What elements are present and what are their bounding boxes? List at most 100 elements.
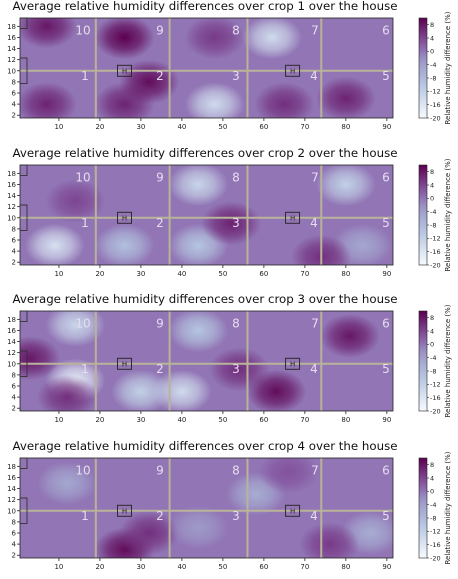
heater-label: H (290, 67, 295, 75)
zone-label: 1 (81, 509, 89, 523)
colorbar-tick-label: -16 (430, 541, 441, 549)
zone-label: 3 (232, 216, 240, 230)
zone-label: 1 (81, 69, 89, 83)
humidity-blob (254, 82, 315, 118)
colorbar-label: Relative humidity difference (%) (444, 11, 452, 124)
y-tick-label: 12 (7, 349, 16, 357)
colorbar-tick-label: 0 (430, 341, 434, 349)
colorbar-tick-label: 8 (430, 168, 434, 176)
x-tick-label: 50 (218, 123, 227, 131)
heater-label: H (122, 507, 127, 515)
heater-box (285, 211, 301, 224)
colorbar-tick-label: 8 (430, 314, 434, 322)
zone-label: 7 (311, 463, 319, 477)
door-marker (20, 497, 28, 525)
colorbar-tick-label: -12 (430, 381, 441, 389)
heater-label: H (122, 214, 127, 222)
humidity-blob (45, 311, 106, 347)
y-tick-label: 2 (12, 112, 16, 120)
y-tick-label: 14 (7, 485, 16, 493)
colorbar-tick-label: -8 (430, 367, 436, 375)
plot-frame (19, 457, 394, 559)
zone-label: 6 (382, 23, 390, 37)
x-tick-label: 70 (300, 270, 309, 278)
door-marker (20, 57, 28, 85)
y-tick-label: 10 (7, 360, 16, 368)
y-tick-label: 16 (7, 327, 16, 335)
zone-label: 9 (156, 170, 164, 184)
colorbar-tick-label: 0 (430, 48, 434, 56)
x-tick-label: 50 (218, 416, 227, 424)
zone-label: 10 (75, 316, 90, 330)
heater-label: H (122, 360, 127, 368)
x-tick-label: 90 (382, 123, 391, 131)
zone-label: 5 (382, 216, 390, 230)
colorbar-tick-label: 8 (430, 461, 434, 469)
x-tick-label: 90 (382, 270, 391, 278)
humidity-blob (168, 165, 229, 207)
x-tick-label: 20 (95, 563, 104, 571)
y-tick-label: 4 (12, 394, 17, 402)
y-tick-label: 6 (12, 237, 17, 245)
door-marker (20, 164, 28, 177)
door-marker (20, 17, 28, 30)
x-tick-label: 40 (177, 270, 186, 278)
y-tick-label: 10 (7, 67, 16, 75)
colorbar-tick-label: 0 (430, 488, 434, 496)
x-tick-label: 60 (259, 563, 268, 571)
panel-4-title: Average relative humidity differences ov… (12, 439, 398, 453)
x-tick-label: 10 (54, 416, 63, 424)
x-tick-label: 80 (341, 123, 350, 131)
humidity-blob (184, 82, 245, 118)
colorbar-tick-label: -8 (430, 221, 436, 229)
humidity-blob (94, 18, 155, 60)
zone-label: 6 (382, 316, 390, 330)
colorbar-label: Relative humidity difference (%) (444, 158, 452, 271)
zone-label: 10 (75, 23, 90, 37)
zone-label: 3 (232, 362, 240, 376)
zone-label: 9 (156, 463, 164, 477)
y-tick-label: 10 (7, 507, 16, 515)
panel-2-title: Average relative humidity differences ov… (12, 146, 398, 160)
x-tick-label: 80 (341, 270, 350, 278)
x-tick-label: 50 (218, 270, 227, 278)
colorbar-tick-label: 0 (430, 195, 434, 203)
zone-label: 9 (156, 316, 164, 330)
y-tick-label: 12 (7, 56, 16, 64)
heater-box (117, 357, 132, 370)
x-tick-label: 30 (136, 416, 145, 424)
colorbar-tick-label: -4 (430, 501, 436, 509)
zone-label: 10 (75, 463, 90, 477)
plot-frame (19, 310, 394, 412)
zone-label: 7 (311, 170, 319, 184)
x-tick-label: 70 (300, 563, 309, 571)
y-tick-label: 8 (12, 78, 16, 86)
humidity-field (20, 311, 380, 411)
door-marker (20, 457, 28, 470)
heater-box (117, 504, 132, 517)
x-tick-label: 40 (177, 123, 186, 131)
zone-label: 2 (156, 362, 164, 376)
colorbar-tick-label: -12 (430, 235, 441, 243)
humidity-blob (168, 505, 229, 550)
zone-label: 8 (232, 170, 240, 184)
y-tick-label: 12 (7, 203, 16, 211)
humidity-blob (119, 511, 180, 555)
colorbar-tick-label: 8 (430, 21, 434, 29)
colorbar (418, 164, 428, 266)
colorbar-tick-label: -12 (430, 88, 441, 96)
heater-box (285, 504, 301, 517)
y-tick-label: 16 (7, 181, 16, 189)
colorbar-tick-label: 4 (430, 474, 434, 482)
zone-label: 8 (232, 463, 240, 477)
zone-label: 2 (156, 69, 164, 83)
x-tick-label: 70 (300, 416, 309, 424)
zone-label: 2 (156, 509, 164, 523)
colorbar-tick-label: -8 (430, 74, 436, 82)
colorbar-tick-label: -16 (430, 101, 441, 109)
humidity-blob (315, 76, 376, 118)
y-tick-label: 2 (12, 259, 16, 267)
